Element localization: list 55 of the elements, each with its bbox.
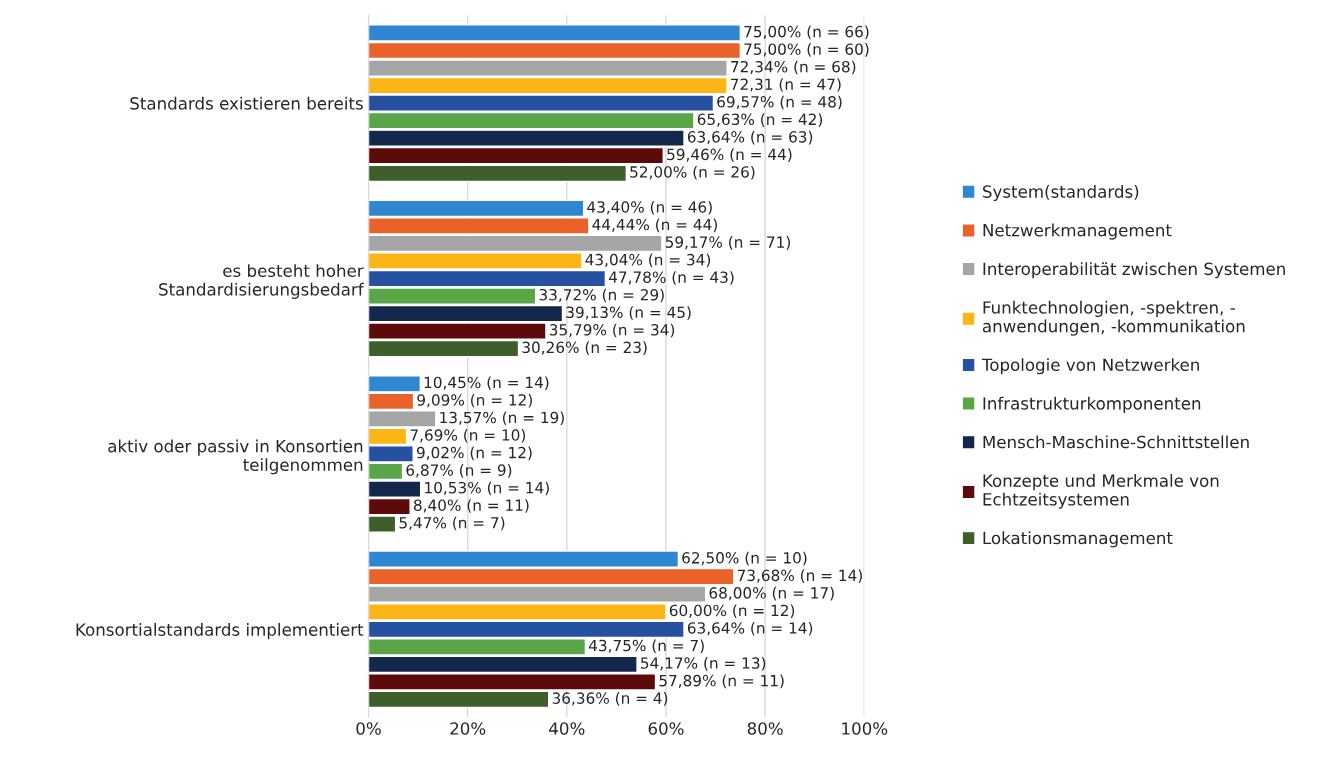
data-label: 8,40% (n = 11)	[413, 499, 529, 513]
data-label: 43,04% (n = 34)	[585, 253, 711, 268]
data-label: 13,57% (n = 19)	[440, 411, 564, 426]
data-label: 59,46% (n = 44)	[667, 148, 792, 162]
data-label: 44,44% (n = 44)	[592, 218, 717, 233]
data-label: 35,79% (n = 34)	[549, 323, 675, 338]
data-label: 9,09% (n = 12)	[417, 393, 532, 408]
data-label: 62,50% (n = 10)	[682, 551, 807, 566]
data-label: 63,64% (n = 14)	[687, 621, 813, 636]
data-label: 30,26% (n = 23)	[522, 341, 647, 355]
data-label: 36,36% (n = 4)	[552, 692, 668, 706]
x-tick-label: 80%	[747, 722, 783, 735]
data-label: 5,47% (n = 7)	[399, 516, 505, 531]
data-label: 57,89% (n = 11)	[659, 674, 784, 689]
y-tick-label: Konsortialstandards implementiert	[76, 623, 364, 640]
legend-label: Interoperabilität zwischen Systemen	[983, 262, 1285, 279]
data-label: 68,00% (n = 17)	[709, 586, 834, 601]
data-label: 6,87% (n = 9)	[406, 464, 512, 478]
legend-label: System(standards)	[983, 184, 1139, 202]
y-tick-label: es besteht hoher Standardisierungsbedarf	[159, 264, 364, 299]
data-label: 65,63% (n = 42)	[697, 113, 823, 127]
x-tick-label: 60%	[648, 722, 684, 735]
legend-label: Konzepte und Merkmale von Echtzeitsystemen	[983, 474, 1219, 509]
x-tick-label: 20%	[450, 722, 486, 735]
data-label: 72,34% (n = 68)	[731, 60, 856, 75]
data-label: 10,53% (n = 14)	[425, 481, 549, 496]
data-label: 43,40% (n = 46)	[587, 200, 712, 215]
legend-label: Mensch-Maschine-Schnittstellen	[983, 435, 1249, 449]
data-label: 10,45% (n = 14)	[424, 376, 549, 390]
data-label: 72,31 (n = 47)	[731, 78, 841, 92]
legend-label: Funktechnologien, -spektren, - anwendungen, -kommunikation	[982, 300, 1245, 336]
data-label: 54,17% (n = 13)	[641, 657, 766, 671]
data-label: 43,75% (n = 7)	[588, 639, 704, 654]
legend-label: Lokationsmanagement	[983, 531, 1173, 548]
legend-label: Topologie von Netzwerken	[981, 358, 1199, 375]
data-label: 63,64% (n = 63)	[687, 130, 813, 145]
data-label: 59,17% (n = 71)	[665, 236, 790, 250]
y-tick-label: aktiv oder passiv in Konsortien teilgenommen	[108, 439, 363, 475]
x-tick-label: 100%	[842, 722, 888, 735]
y-tick-label: Standards existieren bereits	[130, 96, 363, 110]
legend-label: Infrastrukturkomponenten	[983, 396, 1201, 413]
data-label: 33,72% (n = 29)	[539, 288, 664, 303]
x-tick-label: 0%	[356, 722, 381, 735]
data-label: 39,13% (n = 45)	[566, 306, 691, 320]
data-label: 47,78% (n = 43)	[608, 271, 734, 285]
data-label: 69,57% (n = 48)	[717, 95, 842, 110]
data-label: 75,00% (n = 60)	[744, 43, 869, 57]
data-label: 9,02% (n = 12)	[416, 446, 532, 461]
x-tick-label: 40%	[549, 722, 585, 735]
legend-label: Netzwerkmanagement	[983, 223, 1172, 240]
data-label: 7,69% (n = 10)	[410, 429, 526, 443]
data-label: 75,00% (n = 66)	[744, 25, 869, 40]
data-label: 60,00% (n = 12)	[669, 604, 795, 619]
data-label: 73,68% (n = 14)	[737, 569, 862, 583]
data-label: 52,00% (n = 26)	[630, 165, 755, 180]
